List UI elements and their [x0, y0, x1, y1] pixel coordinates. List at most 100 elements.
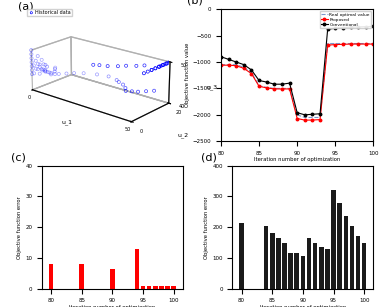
- Proposed: [287, 87, 292, 91]
- Real optimal value: [348, 42, 353, 45]
- Line: Real optimal value: Real optimal value: [221, 44, 373, 118]
- Bar: [239, 223, 244, 289]
- Real optimal value: [280, 87, 284, 90]
- Bar: [307, 238, 311, 289]
- Legend: Historical data: Historical data: [27, 9, 72, 17]
- Conventional: [272, 82, 277, 86]
- Conventional: [249, 68, 254, 72]
- Bar: [331, 190, 336, 289]
- Bar: [159, 286, 164, 289]
- X-axis label: Iteration number of optimization: Iteration number of optimization: [260, 305, 346, 307]
- Proposed: [295, 117, 299, 120]
- Bar: [313, 243, 317, 289]
- Proposed: [234, 64, 239, 68]
- Real optimal value: [287, 87, 292, 90]
- Bar: [356, 236, 360, 289]
- Line: Proposed: Proposed: [220, 43, 375, 121]
- Conventional: [363, 25, 368, 29]
- Bar: [288, 253, 293, 289]
- Proposed: [325, 43, 330, 47]
- Proposed: [348, 42, 353, 46]
- Proposed: [249, 72, 254, 76]
- Bar: [337, 203, 342, 289]
- Real optimal value: [341, 42, 345, 45]
- Real optimal value: [356, 42, 360, 45]
- Real optimal value: [272, 87, 277, 90]
- Conventional: [333, 26, 338, 30]
- Proposed: [318, 118, 322, 121]
- Real optimal value: [257, 84, 261, 87]
- Bar: [153, 286, 158, 289]
- Conventional: [226, 57, 231, 61]
- Conventional: [356, 25, 360, 29]
- Real optimal value: [325, 42, 330, 45]
- Conventional: [287, 81, 292, 85]
- Conventional: [348, 25, 353, 29]
- X-axis label: u_1: u_1: [62, 119, 73, 125]
- Conventional: [219, 55, 223, 59]
- Proposed: [356, 42, 360, 46]
- Y-axis label: Objective function value: Objective function value: [185, 43, 190, 107]
- Real optimal value: [264, 86, 269, 89]
- Bar: [362, 243, 367, 289]
- X-axis label: Iteration number of optimization: Iteration number of optimization: [69, 305, 155, 307]
- Y-axis label: Objective function error: Objective function error: [205, 196, 210, 258]
- Proposed: [303, 118, 307, 122]
- Conventional: [310, 112, 315, 116]
- Bar: [134, 249, 139, 289]
- Legend: Real optimal value, Proposed, Conventional: Real optimal value, Proposed, Convention…: [320, 11, 371, 28]
- Bar: [110, 269, 115, 289]
- Text: (c): (c): [11, 153, 26, 163]
- Conventional: [280, 82, 284, 86]
- Real optimal value: [219, 63, 223, 67]
- Bar: [325, 249, 330, 289]
- Proposed: [310, 118, 315, 122]
- Real optimal value: [295, 113, 299, 117]
- Proposed: [363, 42, 368, 46]
- Real optimal value: [303, 116, 307, 119]
- X-axis label: Iteration number of optimization: Iteration number of optimization: [254, 157, 340, 162]
- Real optimal value: [249, 71, 254, 74]
- Real optimal value: [226, 63, 231, 67]
- Proposed: [272, 87, 277, 91]
- Line: Conventional: Conventional: [220, 25, 375, 116]
- Real optimal value: [318, 116, 322, 119]
- Bar: [264, 226, 269, 289]
- Proposed: [226, 63, 231, 67]
- Conventional: [242, 63, 246, 67]
- Conventional: [341, 26, 345, 29]
- Proposed: [280, 87, 284, 91]
- Bar: [344, 216, 348, 289]
- Text: (d): (d): [202, 153, 217, 163]
- Bar: [301, 256, 305, 289]
- Conventional: [325, 27, 330, 31]
- Bar: [270, 233, 275, 289]
- Bar: [319, 247, 323, 289]
- Proposed: [219, 63, 223, 67]
- Real optimal value: [310, 116, 315, 119]
- Conventional: [303, 113, 307, 117]
- Conventional: [371, 25, 376, 28]
- Conventional: [318, 112, 322, 116]
- Proposed: [333, 43, 338, 46]
- Real optimal value: [363, 42, 368, 45]
- Real optimal value: [371, 42, 376, 45]
- Bar: [141, 286, 145, 289]
- Proposed: [341, 42, 345, 46]
- Text: (b): (b): [187, 0, 203, 6]
- Proposed: [264, 86, 269, 90]
- Bar: [49, 264, 53, 289]
- Bar: [350, 226, 354, 289]
- Bar: [276, 238, 281, 289]
- Conventional: [257, 79, 261, 82]
- Bar: [295, 253, 299, 289]
- Conventional: [234, 60, 239, 64]
- Proposed: [242, 67, 246, 70]
- Bar: [282, 243, 287, 289]
- Real optimal value: [333, 42, 338, 45]
- Proposed: [371, 42, 376, 46]
- Conventional: [295, 111, 299, 115]
- Bar: [147, 286, 152, 289]
- Real optimal value: [242, 65, 246, 69]
- Bar: [165, 286, 170, 289]
